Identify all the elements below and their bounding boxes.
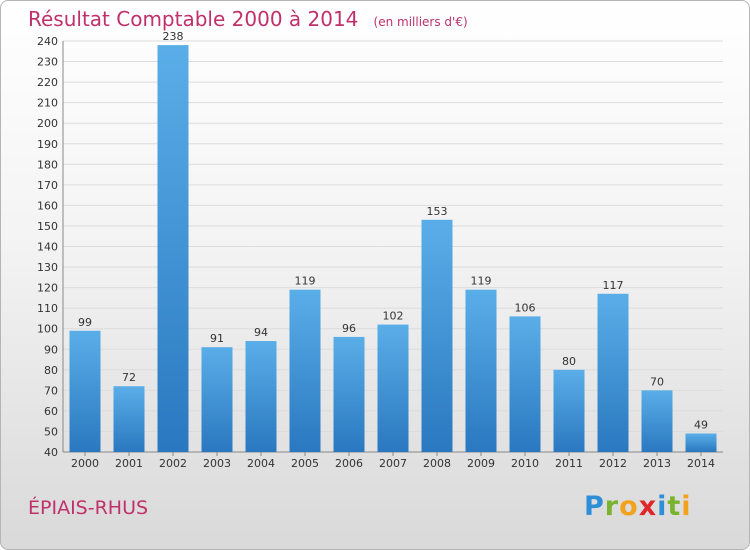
data-label-2012: 117 [603,279,624,292]
y-tick-label: 230 [37,56,58,69]
chart-title-unit: (en milliers d'€) [373,15,468,29]
y-tick-label: 150 [37,220,58,233]
y-tick-label: 80 [44,364,58,377]
bar-2000 [69,330,101,452]
y-tick-label: 130 [37,261,58,274]
x-tick-label-2006: 2006 [335,457,363,470]
logo-letter: i [681,491,692,522]
bar-2014 [685,433,717,452]
data-label-2011: 80 [562,355,576,368]
y-tick-label: 40 [44,446,58,459]
bar-2003 [201,347,233,452]
data-label-2007: 102 [383,310,404,323]
x-tick-label-2011: 2011 [555,457,583,470]
y-tick-label: 120 [37,282,58,295]
y-tick-label: 180 [37,158,58,171]
x-tick-label-2007: 2007 [379,457,407,470]
y-tick-label: 100 [37,323,58,336]
chart-title: Résultat Comptable 2000 à 2014 (en milli… [28,7,468,31]
bar-2009 [465,289,497,452]
data-label-2004: 94 [254,326,268,339]
logo-letter: i [657,491,668,522]
logo-letter: t [667,491,682,522]
bar-2013 [641,390,673,452]
x-tick-label-2004: 2004 [247,457,275,470]
x-tick-label-2003: 2003 [203,457,231,470]
bar-2002 [157,45,189,453]
y-tick-label: 170 [37,179,58,192]
x-tick-label-2013: 2013 [643,457,671,470]
data-label-2008: 153 [427,205,448,218]
data-label-2009: 119 [471,275,492,288]
data-label-2005: 119 [295,275,316,288]
x-tick-label-2005: 2005 [291,457,319,470]
data-label-2000: 99 [78,316,92,329]
x-tick-label-2014: 2014 [687,457,715,470]
commune-name: ÉPIAIS-RHUS [28,497,149,519]
logo-letter: P [584,491,605,522]
data-label-2002: 238 [163,30,184,43]
bar-2005 [289,289,321,452]
logo-letter: r [604,491,620,522]
y-tick-label: 220 [37,76,58,89]
data-label-2013: 70 [650,375,664,388]
bar-2004 [245,341,277,452]
data-label-2006: 96 [342,322,356,335]
x-tick-label-2002: 2002 [159,457,187,470]
x-tick-label-2001: 2001 [115,457,143,470]
data-label-2010: 106 [515,301,536,314]
logo-letter: x [638,491,658,522]
data-label-2001: 72 [122,371,136,384]
y-tick-label: 90 [44,343,58,356]
y-tick-label: 200 [37,117,58,130]
x-tick-label-2000: 2000 [71,457,99,470]
y-tick-label: 60 [44,405,58,418]
bar-2001 [113,386,145,452]
y-tick-label: 110 [37,302,58,315]
bar-2010 [509,316,541,452]
bar-2012 [597,293,629,452]
bar-2008 [421,219,453,452]
logo-letter: o [619,491,639,522]
proxiti-logo: Proxiti [584,491,692,522]
x-tick-label-2010: 2010 [511,457,539,470]
chart-title-main: Résultat Comptable 2000 à 2014 [28,7,359,31]
bar-2006 [333,336,365,452]
y-tick-label: 50 [44,425,58,438]
bar-2011 [553,369,585,452]
y-tick-label: 240 [37,35,58,48]
bar-2007 [377,324,409,452]
y-tick-label: 190 [37,138,58,151]
y-tick-label: 70 [44,384,58,397]
x-tick-label-2012: 2012 [599,457,627,470]
y-tick-label: 210 [37,97,58,110]
x-tick-label-2008: 2008 [423,457,451,470]
y-tick-label: 160 [37,199,58,212]
y-tick-label: 140 [37,241,58,254]
data-label-2003: 91 [210,332,224,345]
x-tick-label-2009: 2009 [467,457,495,470]
data-label-2014: 49 [694,419,708,432]
